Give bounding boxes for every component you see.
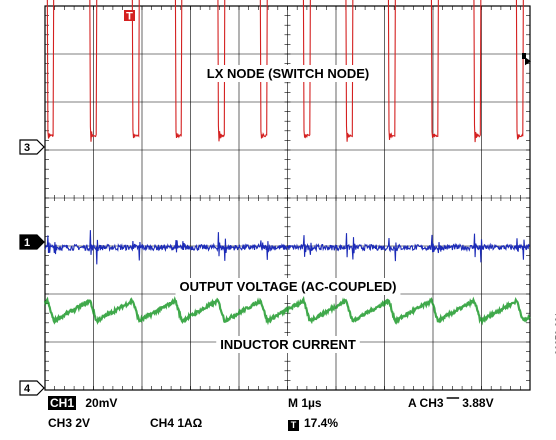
trigger-marker-icon: [124, 10, 135, 21]
readout-timebase: M 1µs: [288, 396, 322, 410]
annotation-lx-node: LX NODE (SWITCH NODE): [207, 66, 370, 81]
ground-marker-1: [19, 234, 45, 250]
annotation-inductor-current: INDUCTOR CURRENT: [220, 337, 356, 352]
readout-trigger: A CH3 ⎺ 3.88V: [408, 396, 494, 410]
ground-marker-4: [19, 380, 45, 396]
position-value: 17.4%: [304, 416, 339, 430]
annotations: LX NODE (SWITCH NODE) OUTPUT VOLTAGE (AC…: [175, 65, 401, 353]
graticule: [44, 5, 531, 391]
trigger-level-icon: [525, 57, 531, 66]
annotation-background: [216, 336, 360, 353]
ground-marker-label: 4: [24, 383, 31, 395]
ch1-tag: CH1: [48, 396, 77, 410]
ground-marker-label: 1: [24, 237, 30, 249]
traces: [43, 0, 531, 326]
readout-ch1: CH1 20mV: [48, 396, 117, 410]
trace-end-marker: [522, 53, 526, 59]
annotation-background: [175, 278, 401, 295]
readout-ch4: CH4 1AΩ: [150, 416, 203, 430]
channel-markers: 3 1 4 T: [19, 10, 531, 396]
trace-inductor-current: [43, 295, 531, 326]
readout-position: T 17.4%: [288, 416, 338, 431]
annotation-background: [202, 65, 374, 82]
ground-marker-label: 3: [24, 142, 30, 154]
trigger-position-icon: T: [288, 420, 299, 431]
ground-marker-3: [19, 139, 45, 155]
ch1-scale: 20mV: [85, 396, 118, 410]
trace-output-voltage: [44, 230, 530, 265]
trigger-marker-label: T: [126, 11, 133, 23]
annotation-output-voltage: OUTPUT VOLTAGE (AC-COUPLED): [180, 279, 397, 294]
readout-ch3: CH3 2V: [48, 416, 91, 430]
